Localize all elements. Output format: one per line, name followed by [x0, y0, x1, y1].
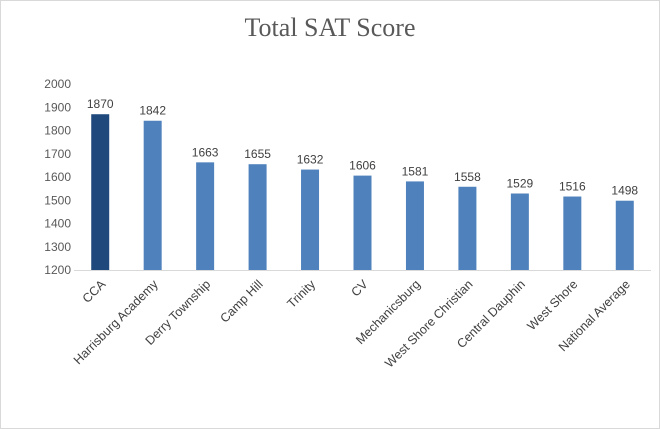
data-label: 1558: [454, 170, 481, 184]
bar: [615, 200, 634, 270]
bar: [248, 164, 267, 270]
bar: [196, 162, 215, 270]
data-label: 1842: [139, 104, 166, 118]
data-label: 1655: [244, 147, 271, 161]
y-tick-label: 1400: [44, 217, 71, 231]
data-label: 1498: [611, 184, 638, 198]
bar: [143, 120, 162, 270]
y-tick-label: 1800: [44, 124, 71, 138]
data-label: 1606: [349, 159, 376, 173]
y-tick-label: 1700: [44, 147, 71, 161]
data-label: 1529: [507, 177, 534, 191]
x-tick-label: CCA: [80, 277, 109, 306]
chart-title: Total SAT Score: [244, 13, 416, 42]
y-axis: 1200 1300 1400 1500 1600 1700 1800 1900 2000: [44, 77, 71, 277]
y-tick-label: 1600: [44, 170, 71, 184]
y-tick-label: 2000: [44, 77, 71, 91]
y-tick-label: 1900: [44, 100, 71, 114]
data-label: 1663: [192, 145, 219, 159]
data-label: 1516: [559, 180, 586, 194]
data-label: 1632: [297, 153, 324, 167]
bar: [405, 181, 424, 270]
x-tick-label: CV: [348, 277, 371, 300]
y-tick-label: 1200: [44, 263, 71, 277]
x-tick-label: West Shore Christian: [382, 277, 475, 370]
bars: [91, 114, 634, 270]
y-tick-label: 1500: [44, 193, 71, 207]
bar: [353, 175, 372, 270]
bar: [510, 193, 529, 270]
data-labels: 1870 1842 1663 1655 1632 1606 1581 1558 1529 1516…: [87, 97, 639, 197]
bar: [301, 169, 320, 270]
x-tick-label: Camp Hill: [217, 277, 265, 325]
y-tick-label: 1300: [44, 240, 71, 254]
bar: [91, 114, 110, 270]
x-tick-label: West Shore: [525, 277, 581, 333]
data-label: 1581: [402, 164, 429, 178]
x-tick-label: Trinity: [285, 277, 319, 311]
data-label: 1870: [87, 97, 114, 111]
bar: [563, 196, 582, 270]
bar: [458, 186, 477, 270]
